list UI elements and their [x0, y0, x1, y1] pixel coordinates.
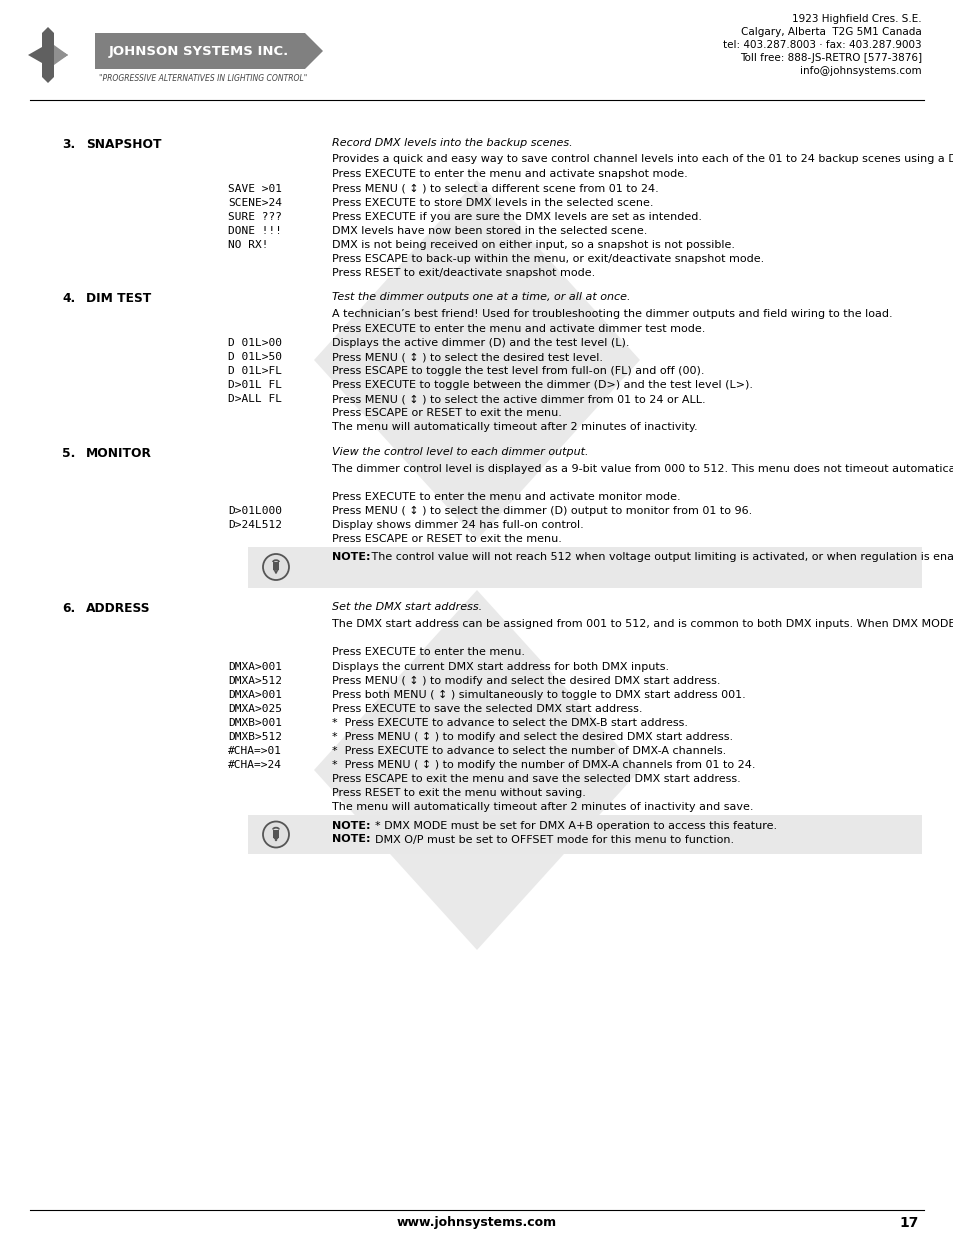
Text: Provides a quick and easy way to save control channel levels into each of the 01: Provides a quick and easy way to save co… — [332, 154, 953, 164]
Text: Calgary, Alberta  T2G 5M1 Canada: Calgary, Alberta T2G 5M1 Canada — [740, 27, 921, 37]
Text: Display shows dimmer 24 has full-on control.: Display shows dimmer 24 has full-on cont… — [332, 520, 583, 530]
Text: The dimmer control level is displayed as a 9-bit value from 000 to 512. This men: The dimmer control level is displayed as… — [332, 463, 953, 473]
Text: "PROGRESSIVE ALTERNATIVES IN LIGHTING CONTROL": "PROGRESSIVE ALTERNATIVES IN LIGHTING CO… — [99, 74, 307, 83]
Text: Displays the current DMX start address for both DMX inputs.: Displays the current DMX start address f… — [332, 662, 668, 672]
Text: DMX O/P must be set to OFFSET mode for this menu to function.: DMX O/P must be set to OFFSET mode for t… — [368, 835, 734, 845]
Text: DMXA>001: DMXA>001 — [228, 689, 282, 699]
Text: D>24L512: D>24L512 — [228, 520, 282, 530]
Text: Press both MENU ( ↕ ) simultaneously to toggle to DMX start address 001.: Press both MENU ( ↕ ) simultaneously to … — [332, 689, 745, 699]
Text: Press EXECUTE to toggle between the dimmer (D>) and the test level (L>).: Press EXECUTE to toggle between the dimm… — [332, 380, 752, 390]
Text: www.johnsystems.com: www.johnsystems.com — [396, 1216, 557, 1229]
Text: Press MENU ( ↕ ) to modify and select the desired DMX start address.: Press MENU ( ↕ ) to modify and select th… — [332, 676, 720, 685]
Text: DMXA>001: DMXA>001 — [228, 662, 282, 672]
Text: SURE ???: SURE ??? — [228, 211, 282, 221]
Text: D>01L000: D>01L000 — [228, 506, 282, 516]
Text: DMX levels have now been stored in the selected scene.: DMX levels have now been stored in the s… — [332, 226, 647, 236]
Text: DIM TEST: DIM TEST — [86, 293, 152, 305]
Text: Press EXECUTE to enter the menu and activate monitor mode.: Press EXECUTE to enter the menu and acti… — [332, 492, 679, 501]
Text: Press MENU ( ↕ ) to select the dimmer (D) output to monitor from 01 to 96.: Press MENU ( ↕ ) to select the dimmer (D… — [332, 506, 752, 516]
Bar — [248, 815, 921, 853]
Text: Record DMX levels into the backup scenes.: Record DMX levels into the backup scenes… — [332, 138, 572, 148]
Text: View the control level to each dimmer output.: View the control level to each dimmer ou… — [332, 447, 588, 457]
Text: 4.: 4. — [62, 293, 75, 305]
Text: NOTE:: NOTE: — [332, 821, 370, 831]
Circle shape — [263, 555, 289, 580]
Text: #CHA=>01: #CHA=>01 — [228, 746, 282, 756]
Text: The menu will automatically timeout after 2 minutes of inactivity and save.: The menu will automatically timeout afte… — [332, 803, 753, 813]
Text: SCENE>24: SCENE>24 — [228, 198, 282, 207]
Text: D 01L>50: D 01L>50 — [228, 352, 282, 362]
Text: Press EXECUTE to enter the menu and activate snapshot mode.: Press EXECUTE to enter the menu and acti… — [332, 169, 687, 179]
Text: Press MENU ( ↕ ) to select a different scene from 01 to 24.: Press MENU ( ↕ ) to select a different s… — [332, 184, 659, 194]
Text: Press MENU ( ↕ ) to select the desired test level.: Press MENU ( ↕ ) to select the desired t… — [332, 352, 602, 362]
Text: SNAPSHOT: SNAPSHOT — [86, 138, 161, 151]
Text: Press ESCAPE to toggle the test level from full-on (FL) and off (00).: Press ESCAPE to toggle the test level fr… — [332, 366, 703, 375]
Text: DMXA>025: DMXA>025 — [228, 704, 282, 714]
Text: Press EXECUTE to enter the menu and activate dimmer test mode.: Press EXECUTE to enter the menu and acti… — [332, 324, 704, 333]
Text: 6.: 6. — [62, 603, 75, 615]
Text: Press EXECUTE to save the selected DMX start address.: Press EXECUTE to save the selected DMX s… — [332, 704, 641, 714]
Bar — [273, 830, 278, 837]
Text: info@johnsystems.com: info@johnsystems.com — [800, 65, 921, 77]
Circle shape — [274, 572, 277, 574]
Text: MONITOR: MONITOR — [86, 447, 152, 459]
Text: NOTE:: NOTE: — [332, 552, 370, 562]
Polygon shape — [305, 33, 323, 69]
Text: Press EXECUTE to enter the menu.: Press EXECUTE to enter the menu. — [332, 647, 524, 657]
Text: 17: 17 — [899, 1216, 918, 1230]
Text: NOTE:: NOTE: — [332, 835, 370, 845]
Circle shape — [263, 821, 289, 847]
Text: Press ESCAPE to exit the menu and save the selected DMX start address.: Press ESCAPE to exit the menu and save t… — [332, 773, 740, 783]
Text: Press ESCAPE to back-up within the menu, or exit/deactivate snapshot mode.: Press ESCAPE to back-up within the menu,… — [332, 253, 763, 263]
Text: #CHA=>24: #CHA=>24 — [228, 760, 282, 769]
Text: DMX is not being received on either input, so a snapshot is not possible.: DMX is not being received on either inpu… — [332, 240, 734, 249]
Text: DMXA>512: DMXA>512 — [228, 676, 282, 685]
Text: NO RX!: NO RX! — [228, 240, 268, 249]
Polygon shape — [314, 590, 639, 950]
Text: Press MENU ( ↕ ) to select the active dimmer from 01 to 24 or ALL.: Press MENU ( ↕ ) to select the active di… — [332, 394, 705, 404]
Text: Press EXECUTE to store DMX levels in the selected scene.: Press EXECUTE to store DMX levels in the… — [332, 198, 653, 207]
Text: *  Press EXECUTE to advance to select the number of DMX-A channels.: * Press EXECUTE to advance to select the… — [332, 746, 725, 756]
Text: *  Press MENU ( ↕ ) to modify the number of DMX-A channels from 01 to 24.: * Press MENU ( ↕ ) to modify the number … — [332, 760, 755, 769]
Text: DMXB>001: DMXB>001 — [228, 718, 282, 727]
Polygon shape — [54, 44, 68, 65]
Text: ADDRESS: ADDRESS — [86, 603, 151, 615]
Text: Press RESET to exit the menu without saving.: Press RESET to exit the menu without sav… — [332, 788, 585, 798]
Bar — [95, 33, 305, 69]
Text: JOHNSON SYSTEMS INC.: JOHNSON SYSTEMS INC. — [109, 44, 289, 58]
Text: Press RESET to exit/deactivate snapshot mode.: Press RESET to exit/deactivate snapshot … — [332, 268, 595, 278]
Bar — [273, 562, 278, 571]
Text: *  Press EXECUTE to advance to select the DMX-B start address.: * Press EXECUTE to advance to select the… — [332, 718, 687, 727]
Text: 3.: 3. — [62, 138, 75, 151]
Text: A technician’s best friend! Used for troubleshooting the dimmer outputs and fiel: A technician’s best friend! Used for tro… — [332, 309, 892, 319]
Text: tel: 403.287.8003 · fax: 403.287.9003: tel: 403.287.8003 · fax: 403.287.9003 — [722, 40, 921, 49]
Text: Displays the active dimmer (D) and the test level (L).: Displays the active dimmer (D) and the t… — [332, 338, 629, 348]
Text: *  Press MENU ( ↕ ) to modify and select the desired DMX start address.: * Press MENU ( ↕ ) to modify and select … — [332, 731, 732, 741]
Text: DMXB>512: DMXB>512 — [228, 731, 282, 741]
Text: 1923 Highfield Cres. S.E.: 1923 Highfield Cres. S.E. — [792, 14, 921, 23]
Circle shape — [274, 839, 277, 841]
Text: The control value will not reach 512 when voltage output limiting is activated, : The control value will not reach 512 whe… — [368, 552, 953, 562]
Polygon shape — [83, 33, 95, 69]
Polygon shape — [28, 27, 68, 83]
Text: Test the dimmer outputs one at a time, or all at once.: Test the dimmer outputs one at a time, o… — [332, 293, 630, 303]
Text: D 01L>00: D 01L>00 — [228, 338, 282, 348]
Text: Set the DMX start address.: Set the DMX start address. — [332, 603, 481, 613]
Text: D>ALL FL: D>ALL FL — [228, 394, 282, 404]
Bar — [248, 547, 921, 588]
Polygon shape — [314, 180, 639, 540]
Text: SAVE >01: SAVE >01 — [228, 184, 282, 194]
Text: Press ESCAPE or RESET to exit the menu.: Press ESCAPE or RESET to exit the menu. — [332, 408, 561, 417]
Text: The DMX start address can be assigned from 001 to 512, and is common to both DMX: The DMX start address can be assigned fr… — [332, 619, 953, 629]
Text: Press ESCAPE or RESET to exit the menu.: Press ESCAPE or RESET to exit the menu. — [332, 534, 561, 543]
Text: D>01L FL: D>01L FL — [228, 380, 282, 390]
Text: 5.: 5. — [62, 447, 75, 459]
Text: The menu will automatically timeout after 2 minutes of inactivity.: The menu will automatically timeout afte… — [332, 422, 697, 432]
Text: D 01L>FL: D 01L>FL — [228, 366, 282, 375]
Text: Toll free: 888-JS-RETRO [577-3876]: Toll free: 888-JS-RETRO [577-3876] — [740, 53, 921, 63]
Text: * DMX MODE must be set for DMX A+B operation to access this feature.: * DMX MODE must be set for DMX A+B opera… — [368, 821, 777, 831]
Text: Press EXECUTE if you are sure the DMX levels are set as intended.: Press EXECUTE if you are sure the DMX le… — [332, 211, 701, 221]
Text: DONE !!!: DONE !!! — [228, 226, 282, 236]
